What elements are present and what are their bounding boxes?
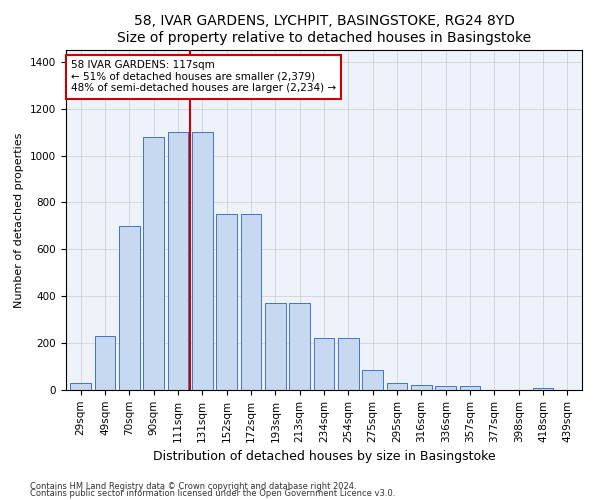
Bar: [265, 303, 286, 390]
Bar: [289, 303, 310, 390]
Bar: [362, 370, 383, 390]
Text: Contains HM Land Registry data © Crown copyright and database right 2024.: Contains HM Land Registry data © Crown c…: [30, 482, 356, 491]
Text: Contains public sector information licensed under the Open Government Licence v3: Contains public sector information licen…: [30, 490, 395, 498]
Bar: [167, 132, 188, 390]
Bar: [192, 132, 212, 390]
Text: 58 IVAR GARDENS: 117sqm
← 51% of detached houses are smaller (2,379)
48% of semi: 58 IVAR GARDENS: 117sqm ← 51% of detache…: [71, 60, 336, 94]
Bar: [314, 338, 334, 390]
Bar: [411, 386, 432, 390]
Bar: [386, 383, 407, 390]
Bar: [338, 338, 359, 390]
Bar: [119, 226, 140, 390]
Bar: [216, 214, 237, 390]
X-axis label: Distribution of detached houses by size in Basingstoke: Distribution of detached houses by size …: [152, 450, 496, 463]
Bar: [241, 214, 262, 390]
Title: 58, IVAR GARDENS, LYCHPIT, BASINGSTOKE, RG24 8YD
Size of property relative to de: 58, IVAR GARDENS, LYCHPIT, BASINGSTOKE, …: [117, 14, 531, 44]
Y-axis label: Number of detached properties: Number of detached properties: [14, 132, 25, 308]
Bar: [143, 137, 164, 390]
Bar: [533, 388, 553, 390]
Bar: [95, 336, 115, 390]
Bar: [460, 386, 481, 390]
Bar: [70, 383, 91, 390]
Bar: [436, 386, 456, 390]
